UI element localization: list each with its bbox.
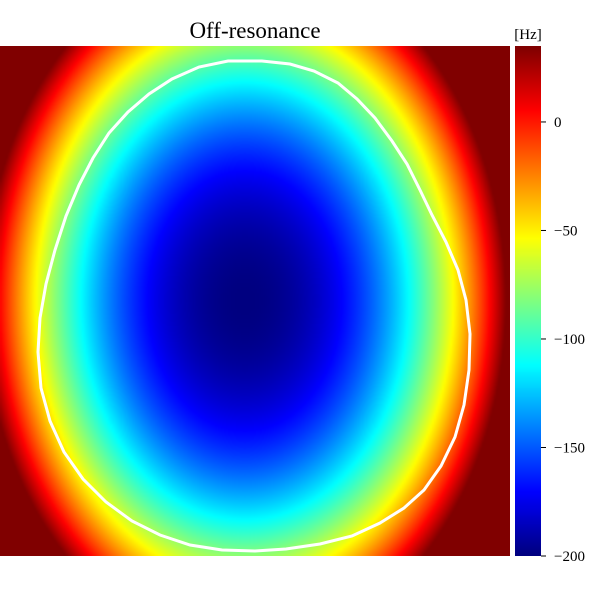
colorbar-tick-label: −200 <box>554 549 585 565</box>
chart-title: Off-resonance <box>189 18 320 43</box>
colorbar-ticks: 0 −50 −100 −150 −200 <box>541 115 585 565</box>
colorbar-tick-label: −150 <box>554 440 585 456</box>
colorbar-unit-label: [Hz] <box>514 27 541 43</box>
heatmap-plot-area <box>0 46 510 556</box>
colorbar-tick-label: 0 <box>554 115 562 131</box>
colorbar-tick-label: −100 <box>554 332 585 348</box>
mask-contour <box>36 59 472 553</box>
colorbar-tick-label: −50 <box>554 223 577 239</box>
colorbar: [Hz] 0 −50 −100 −150 −200 <box>514 27 585 565</box>
heatmap-image <box>0 46 510 556</box>
colorbar-gradient <box>515 46 541 556</box>
